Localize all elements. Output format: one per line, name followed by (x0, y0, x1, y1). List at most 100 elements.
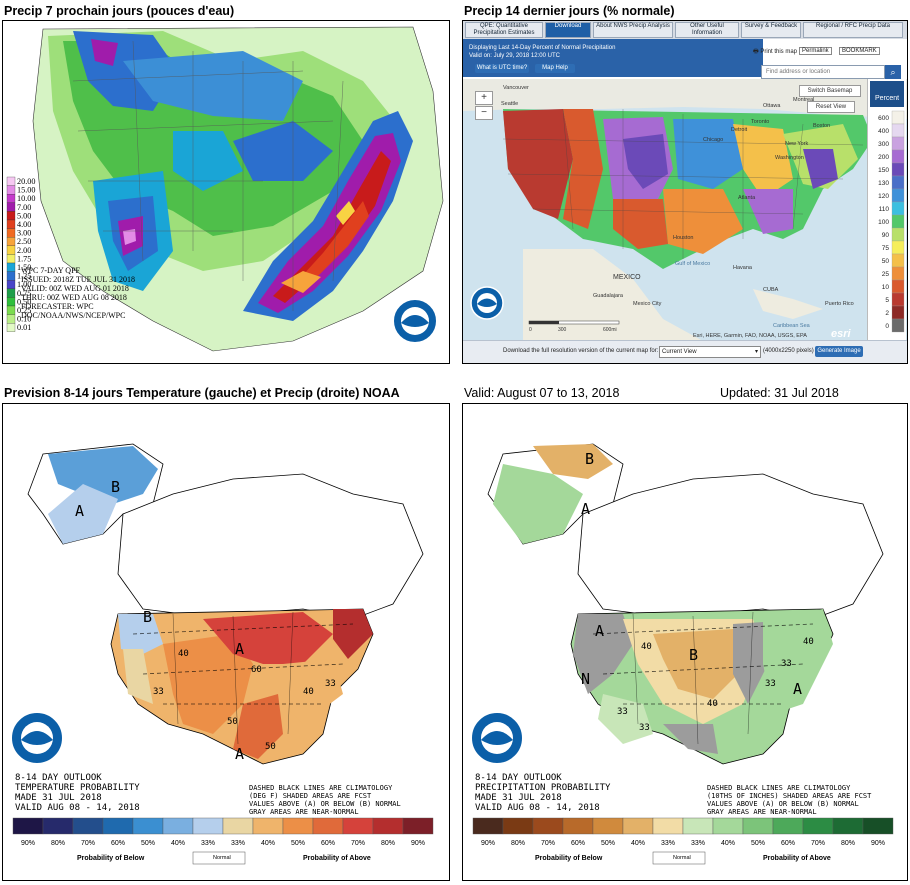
percent-label: Percent (874, 95, 900, 102)
search-icon[interactable]: ⌕ (885, 65, 901, 79)
view-select[interactable]: Current View ▾ (659, 346, 761, 358)
qpf-info-line-4: FORECASTER: WPC (21, 302, 94, 311)
probability-swatch (222, 817, 254, 835)
precip-label-33-az: 33 (639, 723, 650, 733)
precip-label-40: 40 (641, 642, 652, 652)
probability-label: 70% (811, 840, 825, 847)
probability-label: 80% (51, 840, 65, 847)
location-search-input[interactable]: Find address or location (761, 65, 885, 79)
qpf-legend-swatch (6, 202, 16, 212)
percent-scale-label: 130 (878, 180, 889, 187)
probability-swatch (472, 817, 504, 835)
qpf-legend-label: 1.00 (17, 280, 31, 289)
probability-label: 90% (411, 840, 425, 847)
qpf-info-line-0: WPC 7-DAY QPF (21, 266, 81, 275)
scale-bar-300: 300 (558, 327, 567, 333)
precip-label-b-plains: B (689, 646, 698, 664)
place-atlanta: Atlanta (738, 195, 756, 201)
precip-note-1: (10THS OF INCHES) SHADED AREAS ARE FCST (707, 792, 872, 800)
percent-scale-swatch (891, 227, 905, 242)
qpf-legend-swatch (6, 176, 16, 186)
percent-scale-label: 5 (885, 297, 889, 304)
probability-label: 33% (691, 840, 705, 847)
qpf-legend-label: 2.00 (17, 246, 31, 255)
noaa-logo-icon (470, 286, 504, 320)
percent-scale-label: 110 (879, 206, 890, 213)
tab-about[interactable]: About NWS Precip Analysis (593, 22, 673, 38)
percent-scale-swatch (891, 305, 905, 320)
precip-label-33-se: 33 (765, 679, 776, 689)
percent-scale-swatch (891, 110, 905, 125)
precip-note-3: GRAY AREAS ARE NEAR-NORMAL (707, 808, 817, 816)
place-boston: Boston (813, 123, 830, 129)
probability-swatch (802, 817, 834, 835)
qpf-legend-label: 0.01 (17, 323, 31, 332)
precip-note-2: VALUES ABOVE (A) OR BELOW (B) NORMAL (707, 800, 859, 808)
tab-other-info[interactable]: Other Useful Information (675, 22, 739, 38)
precip-probability-scale: 90% 80% 70% 60% 50% 40% 33% 33% 40% 50% 60% 70% 80% 9… (472, 817, 894, 865)
map-help-button[interactable]: Map Help (535, 64, 575, 73)
qpe-valid: Valid on: July 29, 2018 12:00 UTC (469, 53, 560, 59)
probability-label: 80% (381, 840, 395, 847)
precip-outlook-map: B A A B A N 40 40 33 33 33 33 40 8-14 DA… (463, 404, 907, 880)
probability-label: 33% (661, 840, 675, 847)
temp-label-50: 50 (227, 717, 238, 727)
place-washington: Washington (775, 155, 804, 161)
temp-label-60: 60 (251, 665, 262, 675)
probability-swatch (402, 817, 434, 835)
qpf-legend-swatch (6, 237, 16, 246)
zoom-out-button[interactable]: − (475, 106, 493, 120)
precip-note-0: DASHED BLACK LINES ARE CLIMATOLOGY (707, 784, 851, 792)
tab-qpe[interactable]: QPE: Quantitative Precipitation Estimate… (465, 22, 543, 38)
permalink-button[interactable]: Permalink (799, 47, 832, 55)
qpf-map: 20.0015.0010.007.005.004.003.002.502.001… (3, 21, 449, 363)
qpf-legend-label: 0.25 (17, 306, 31, 315)
utc-help-button[interactable]: What is UTC time? (475, 64, 529, 73)
precip-label-a-east: A (793, 680, 802, 698)
place-seattle: Seattle (501, 101, 518, 107)
place-guadalajara: Guadalajara (593, 293, 624, 299)
percent-scale-swatch (891, 136, 905, 151)
probability-label: 40% (631, 840, 645, 847)
temp-label-b-alaska: B (111, 478, 120, 496)
printer-icon: 🖶 (753, 49, 759, 55)
temp-probability-scale: 90% 80% 70% 60% 50% 40% 33% 33% 40% 50% 60% 70% 80% 9… (12, 817, 434, 865)
qpf-legend-swatch (6, 194, 16, 203)
qpf-legend-swatch (6, 288, 16, 298)
tab-survey[interactable]: Survey & Feedback (741, 22, 801, 38)
qpf-legend-swatch (6, 185, 16, 195)
reset-view-button[interactable]: Reset View (807, 101, 855, 113)
place-cuba: CUBA (763, 287, 779, 293)
probability-swatch (772, 817, 804, 835)
probability-swatch (192, 817, 224, 835)
qpf-legend-swatch (6, 314, 16, 324)
bookmark-label: BOOKMARK (842, 48, 877, 54)
place-chicago: Chicago (703, 137, 723, 143)
percent-scale-label: 300 (878, 141, 889, 148)
precip-label-a-northwest: A (595, 622, 604, 640)
qpe-map: Vancouver Seattle Ottawa Montreal Toront… (463, 79, 907, 341)
place-havana: Havana (733, 265, 753, 271)
bookmark-button[interactable]: BOOKMARK (839, 47, 880, 55)
probability-swatch (502, 817, 534, 835)
generate-image-button[interactable]: Generate Image (815, 346, 863, 357)
esri-logo: esri (831, 328, 852, 340)
qpf-legend-swatch (6, 211, 16, 221)
percent-scale-label: 0 (885, 323, 889, 330)
tab-download[interactable]: Download (545, 22, 591, 38)
caption-outlook: Prevision 8-14 jours Temperature (gauche… (4, 386, 400, 400)
place-montreal: Montreal (793, 97, 814, 103)
print-map-link[interactable]: 🖶 Print this map (753, 47, 797, 57)
probability-label: 70% (541, 840, 555, 847)
temp-outlook-panel: B A A A B 40 60 50 40 33 50 33 8-14 DAY … (2, 403, 450, 881)
qpf-legend-swatch (6, 245, 16, 255)
tab-regional[interactable]: Regional / RFC Precip Data (803, 22, 903, 38)
probability-swatch (592, 817, 624, 835)
normal-box (652, 851, 706, 865)
qpf-legend-label: 1.75 (17, 254, 31, 263)
switch-basemap-button[interactable]: Switch Basemap (799, 85, 861, 97)
precip-below-label: Probability of Below (535, 855, 603, 862)
probability-swatch (742, 817, 774, 835)
zoom-in-button[interactable]: + (475, 91, 493, 105)
percent-legend: Percent 600 400 300 200 150 130 120 110 100 90 75 5… (867, 79, 906, 341)
